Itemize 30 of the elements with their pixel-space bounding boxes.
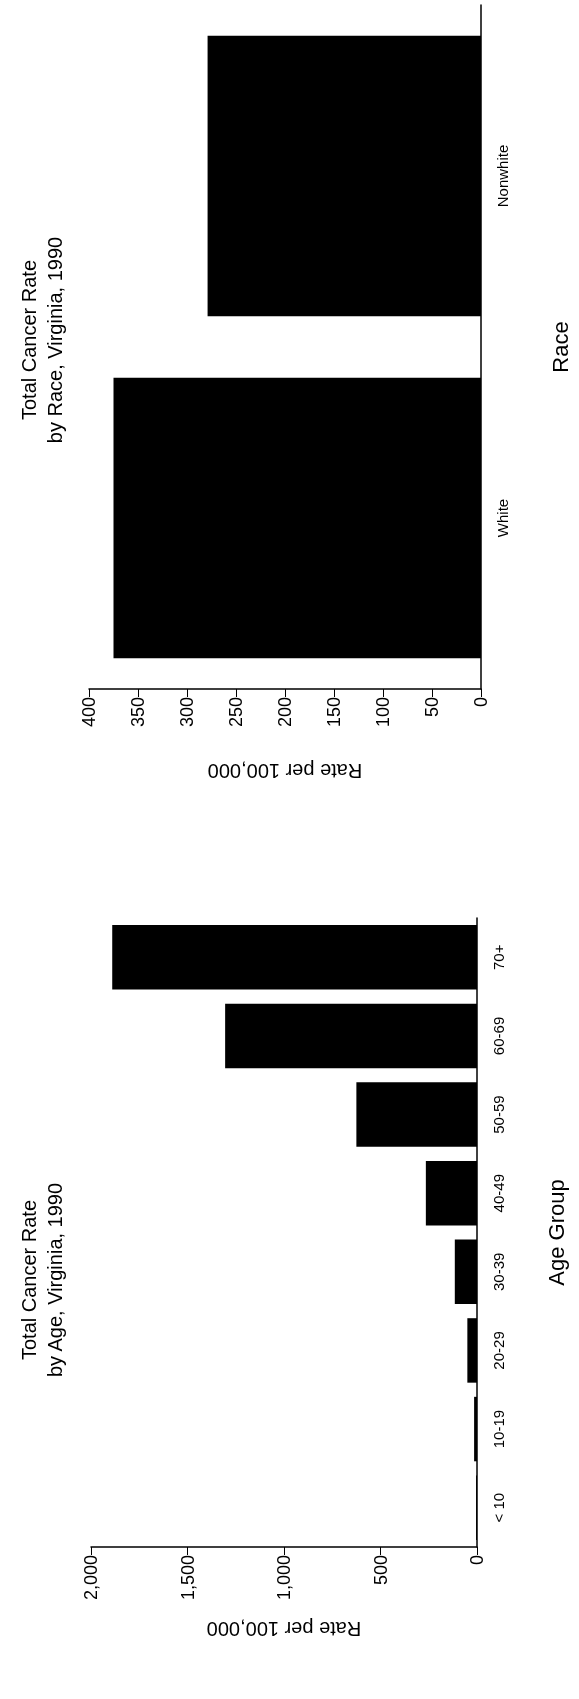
- y-tick-label: Nonwhite: [494, 144, 511, 208]
- y-tick-label: < 10: [490, 1492, 507, 1523]
- y-tick-label: 50-59: [490, 1095, 507, 1134]
- x-tick-label: 400: [79, 697, 99, 728]
- x-tick-label: 350: [128, 697, 148, 728]
- y-tick-label: 10-19: [490, 1409, 507, 1449]
- x-tick-label: 1,000: [274, 1555, 294, 1601]
- y-tick-label: 70+: [490, 944, 507, 971]
- x-tick-label: 50: [422, 697, 442, 718]
- y-tick-label: 60-69: [490, 1016, 507, 1056]
- x-tick-label: 500: [370, 1555, 391, 1586]
- x-axis-title: Rate per 100,000: [207, 760, 363, 782]
- x-tick-label: 150: [324, 697, 344, 728]
- x-tick-label: 0: [471, 697, 491, 708]
- y-tick-label: 40-49: [490, 1174, 507, 1213]
- y-tick-label: White: [494, 498, 511, 538]
- y-axis-title: Race: [547, 321, 573, 373]
- y-tick-label: 20-29: [490, 1331, 507, 1370]
- x-tick-label: 250: [226, 697, 246, 728]
- y-axis-title: Age Group: [543, 1179, 569, 1286]
- x-tick-label: 0: [467, 1555, 487, 1566]
- text: Total Cancer Rate by Age, Virginia, 1990: [18, 1182, 66, 1378]
- x-tick-label: 300: [177, 697, 197, 728]
- x-tick-label: 2,000: [81, 1555, 101, 1601]
- x-tick-label: 200: [275, 697, 295, 728]
- x-tick-label: 100: [373, 697, 393, 728]
- x-axis-title: Rate per 100,000: [206, 1618, 362, 1640]
- text: Total Cancer Rate by Race, Virginia, 1990: [18, 236, 66, 444]
- y-tick-label: 30-39: [490, 1252, 507, 1291]
- x-tick-label: 1,500: [177, 1555, 198, 1601]
